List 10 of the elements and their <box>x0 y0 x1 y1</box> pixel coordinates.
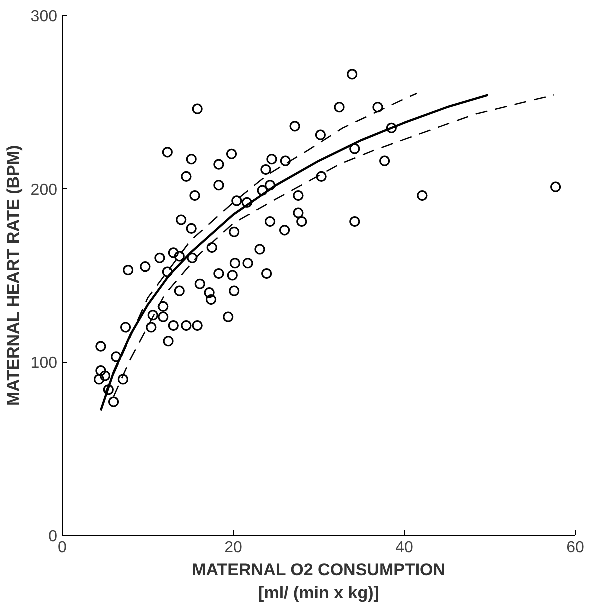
x-tick-label: 20 <box>224 540 242 556</box>
y-tick-label: 200 <box>30 182 58 199</box>
x-axis-title: MATERNAL O2 CONSUMPTION [ml/ (min x kg)] <box>192 560 446 602</box>
x-tick-label: 40 <box>396 540 414 556</box>
line-series <box>100 94 490 412</box>
y-tick-label: 100 <box>30 355 58 372</box>
y-axis-title: MATERNAL HEART RATE (BPM) <box>4 145 23 406</box>
y-tick-label: 0 <box>48 528 58 546</box>
y-tick-label: 300 <box>30 8 58 26</box>
x-tick-label: 60 <box>566 540 584 556</box>
